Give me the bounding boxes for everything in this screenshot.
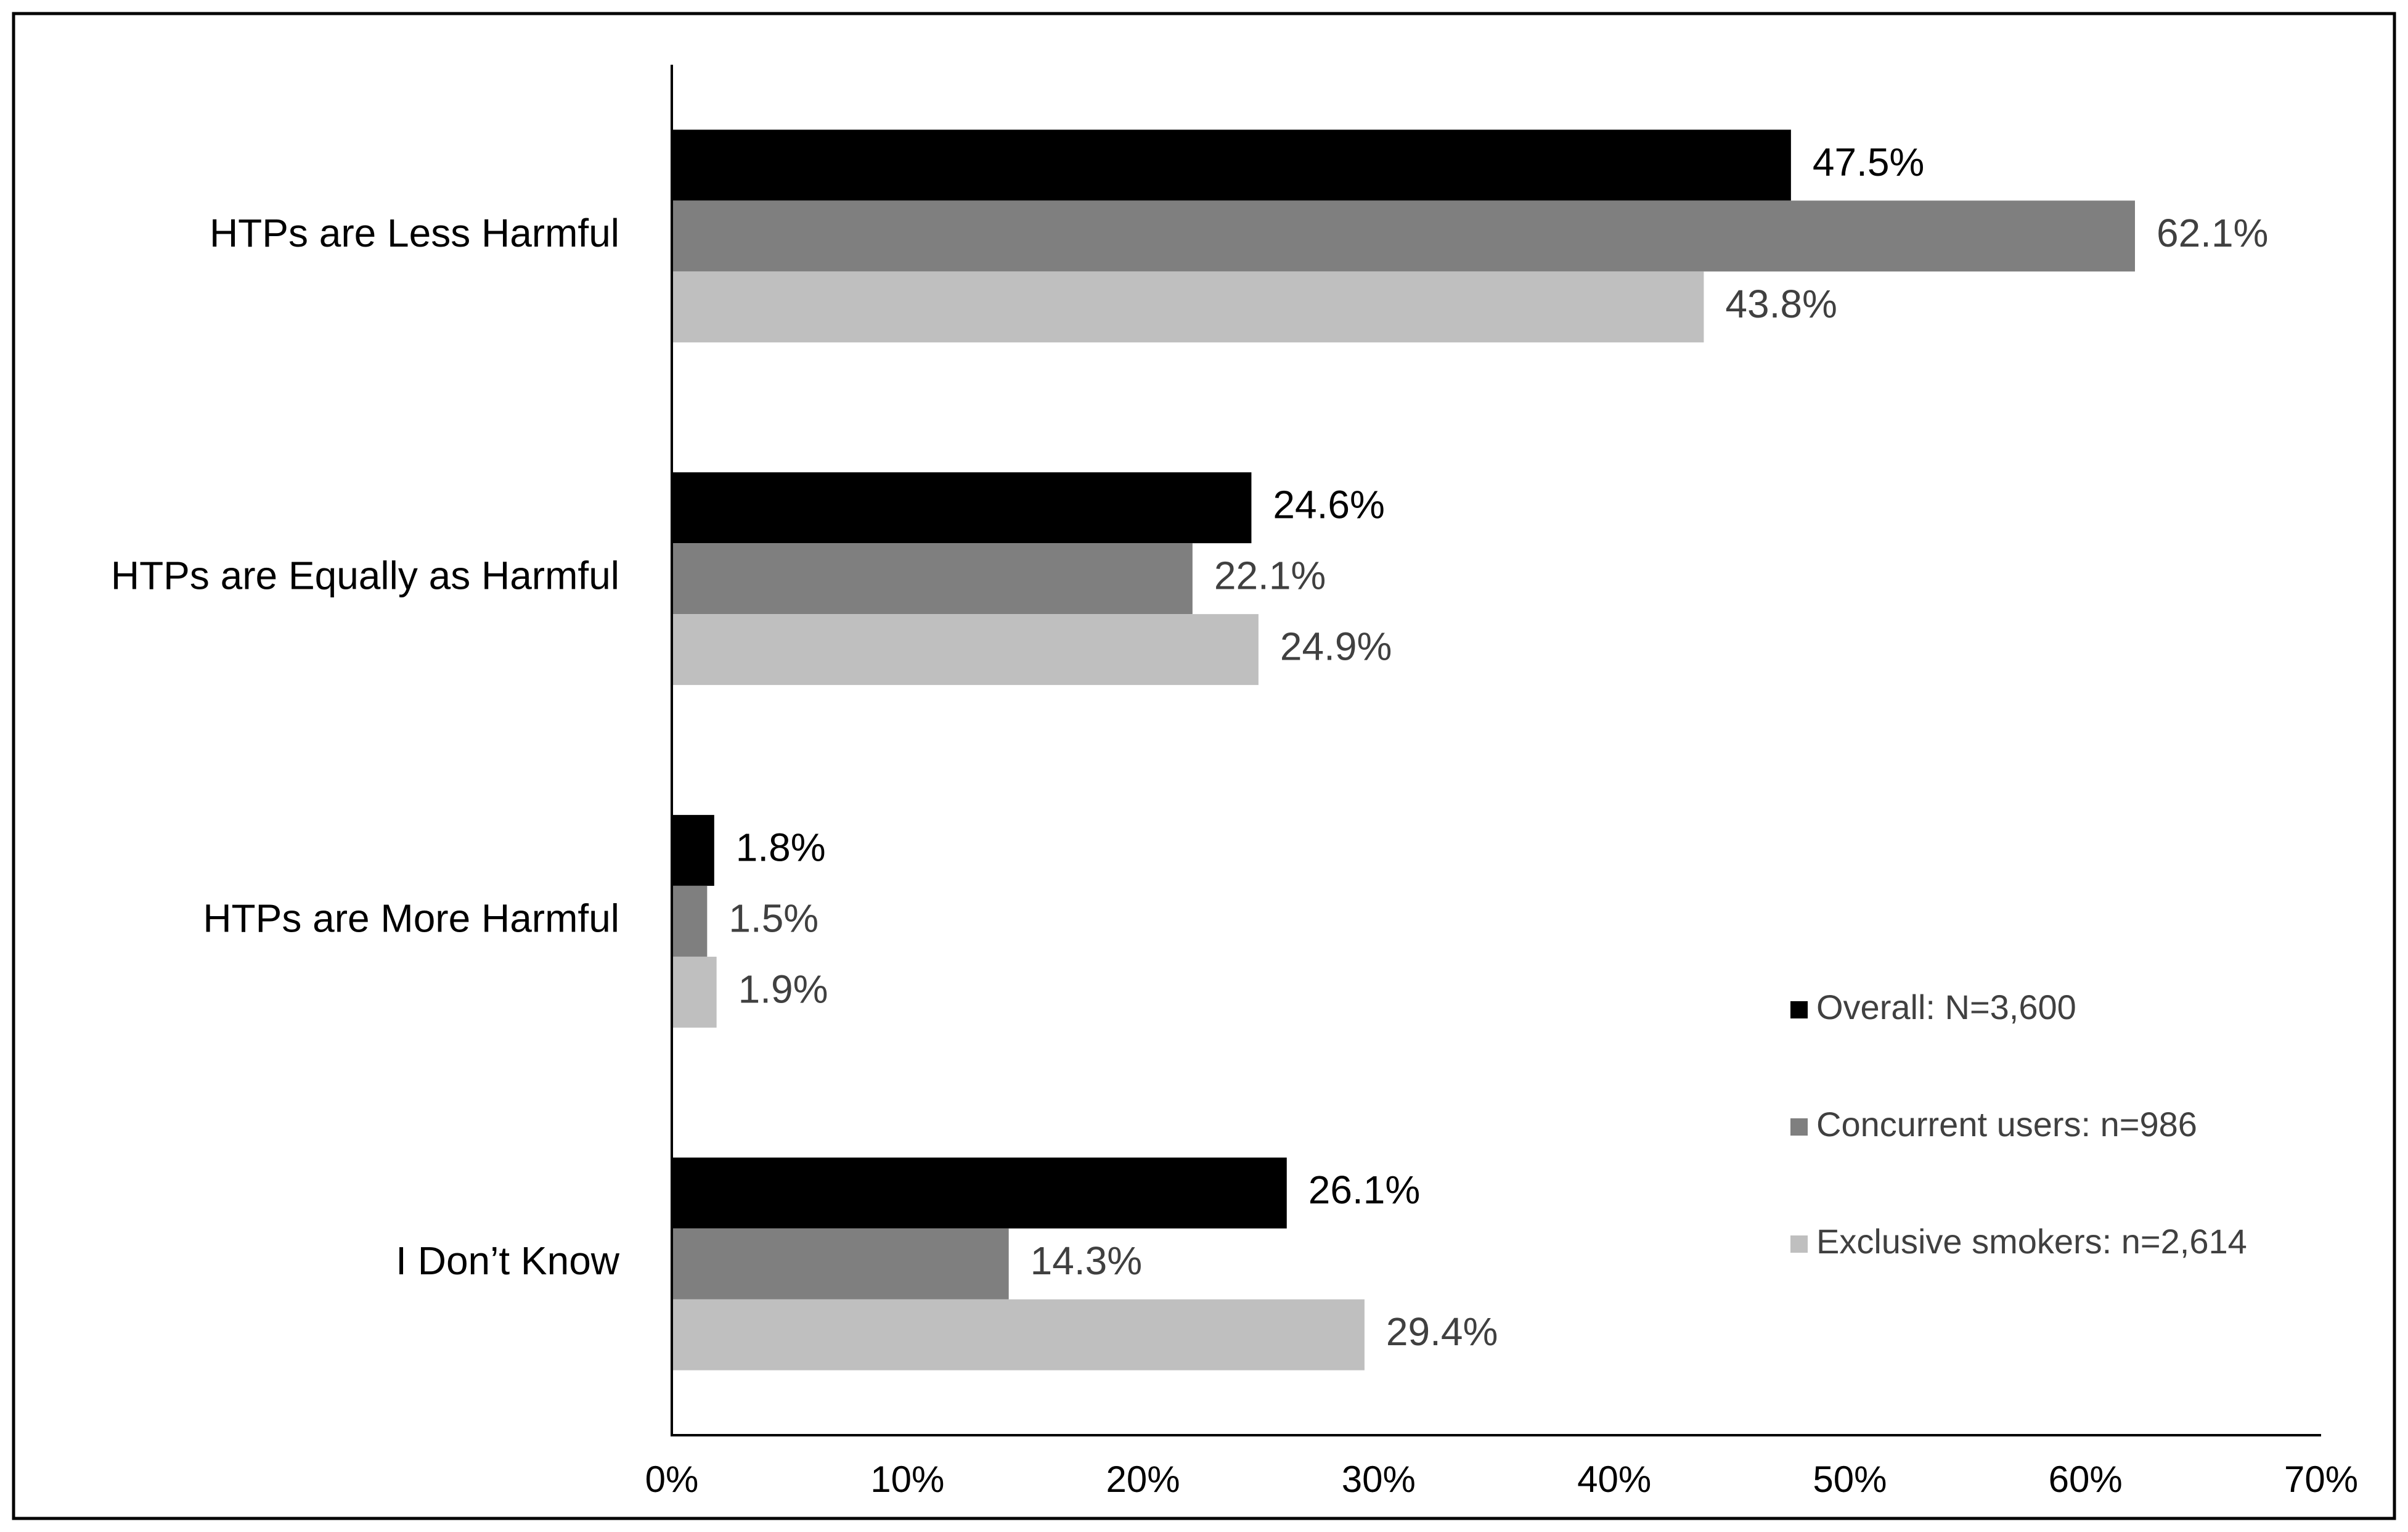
- bar: [672, 885, 708, 957]
- legend-swatch: [1790, 1235, 1808, 1253]
- x-axis-ticks: 0% 10% 20% 30% 40% 50% 60% 70%: [645, 1459, 2358, 1500]
- data-label: 43.8%: [1725, 282, 1837, 326]
- category-label: HTPs are Less Harmful: [210, 211, 619, 255]
- x-tick-label: 40%: [1577, 1459, 1651, 1500]
- bar: [672, 129, 1791, 201]
- data-label: 24.9%: [1280, 625, 1392, 669]
- bar: [672, 1157, 1287, 1229]
- x-tick-label: 70%: [2284, 1459, 2358, 1500]
- data-label: 29.4%: [1386, 1309, 1498, 1354]
- bar: [672, 1228, 1009, 1300]
- bar: [672, 543, 1193, 615]
- legend-label: Concurrent users: n=986: [1816, 1105, 2197, 1144]
- bar: [672, 271, 1704, 343]
- legend: Overall: N=3,600 Concurrent users: n=986 E…: [1790, 988, 2247, 1261]
- bars-layer: [672, 129, 2135, 1370]
- bar: [672, 614, 1259, 686]
- bar: [672, 956, 717, 1028]
- x-tick-label: 60%: [2049, 1459, 2123, 1500]
- x-tick-label: 0%: [645, 1459, 699, 1500]
- data-label: 14.3%: [1031, 1239, 1142, 1283]
- data-labels: 47.5% 62.1% 43.8% 24.6% 22.1% 24.9% 1.8% 1.5% 1.…: [729, 140, 2268, 1354]
- category-label: I Don’t Know: [396, 1239, 620, 1283]
- data-label: 62.1%: [2157, 211, 2268, 255]
- category-labels: HTPs are Less Harmful HTPs are Equally as…: [111, 211, 620, 1283]
- data-label: 1.8%: [736, 825, 826, 869]
- data-label: 26.1%: [1308, 1168, 1420, 1212]
- x-tick-label: 20%: [1106, 1459, 1180, 1500]
- legend-label: Exclusive smokers: n=2,614: [1816, 1222, 2247, 1261]
- legend-label: Overall: N=3,600: [1816, 988, 2076, 1026]
- x-tick-label: 50%: [1813, 1459, 1887, 1500]
- category-label: HTPs are More Harmful: [203, 896, 619, 940]
- bar: [672, 200, 2135, 272]
- bar: [672, 472, 1252, 544]
- data-label: 1.9%: [738, 967, 828, 1011]
- legend-swatch: [1790, 1118, 1808, 1136]
- data-label: 47.5%: [1813, 140, 1924, 184]
- category-label: HTPs are Equally as Harmful: [111, 554, 619, 598]
- legend-swatch: [1790, 1001, 1808, 1018]
- data-label: 1.5%: [729, 896, 818, 940]
- data-label: 24.6%: [1273, 483, 1384, 527]
- x-tick-label: 30%: [1342, 1459, 1416, 1500]
- bar: [672, 814, 714, 886]
- bar: [672, 1299, 1365, 1370]
- x-tick-label: 10%: [870, 1459, 944, 1500]
- data-label: 22.1%: [1214, 554, 1326, 598]
